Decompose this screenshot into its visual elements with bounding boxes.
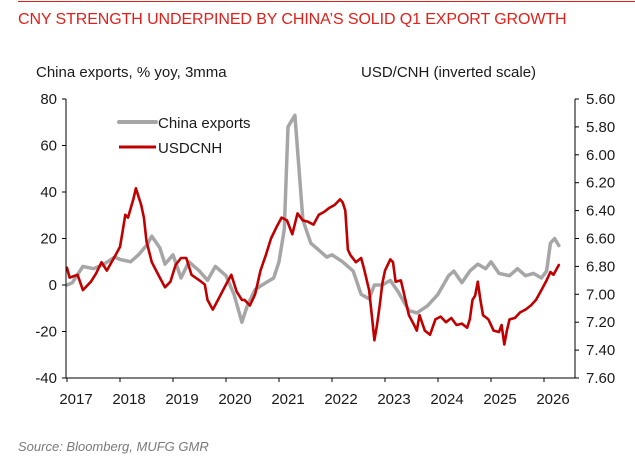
x-tick-label: 2019 [165,391,198,408]
right-tick-label: 6.00 [586,147,615,164]
left-tick-label: 0 [49,277,57,294]
x-tick-label: 2021 [271,391,304,408]
source-note: Source: Bloomberg, MUFG GMR [18,439,209,454]
x-tick-label: 2025 [483,391,516,408]
series-layer [65,113,561,346]
legend-label-china-exports: China exports [158,115,251,132]
right-tick-label: 6.80 [586,258,615,275]
x-tick-label: 2018 [112,391,145,408]
right-tick-label: 5.80 [586,119,615,136]
left-axis-title: China exports, % yoy, 3mma [36,64,227,81]
x-tick-label: 2026 [536,391,569,408]
right-tick-label: 5.60 [586,91,615,108]
legend: China exports USDCNH [117,115,251,157]
right-tick-label: 7.40 [586,342,615,359]
right-axis-title: USD/CNH (inverted scale) [361,64,537,81]
right-tick-label: 6.60 [586,231,615,248]
series-line-usdcnh [65,187,561,346]
legend-label-usdcnh: USDCNH [158,140,222,157]
chart-title: CNY STRENGTH UNDERPINED BY CHINA’S SOLID… [18,11,567,28]
series-line-china-exports [65,113,561,324]
axes-layer: 80 60 40 20 0 -20 -40 5.60 5.80 6.00 6.20 6.40 6.60 6… [35,91,615,408]
x-tick-label: 2022 [324,391,357,408]
x-tick-label: 2024 [430,391,463,408]
right-tick-label: 6.20 [586,175,615,192]
left-tick-label: 60 [40,138,57,155]
x-tick-label: 2023 [377,391,410,408]
right-tick-label: 7.20 [586,314,615,331]
left-tick-label: 80 [40,91,57,108]
left-tick-label: -40 [35,370,57,387]
right-tick-label: 7.00 [586,286,615,303]
x-tick-label: 2020 [218,391,251,408]
x-tick-label: 2017 [59,391,92,408]
left-tick-label: 40 [40,184,57,201]
left-tick-label: -20 [35,324,57,341]
title-rule [18,1,635,2]
right-tick-label: 7.60 [586,370,615,387]
left-tick-label: 20 [40,231,57,248]
right-tick-label: 6.40 [586,203,615,220]
